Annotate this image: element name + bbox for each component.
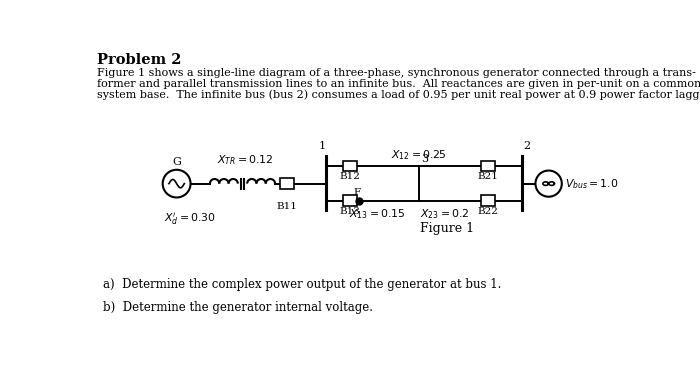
Text: $V_{bus}=1.0$: $V_{bus}=1.0$ (565, 177, 618, 191)
Bar (343, 195, 357, 206)
Text: B12: B12 (340, 172, 360, 181)
Text: system base.  The infinite bus (bus 2) consumes a load of 0.95 per unit real pow: system base. The infinite bus (bus 2) co… (97, 90, 700, 100)
Text: b)  Determine the generator internal voltage.: b) Determine the generator internal volt… (103, 301, 373, 314)
Text: B11: B11 (276, 202, 297, 211)
Text: $X_{12}=0.25$: $X_{12}=0.25$ (391, 148, 447, 162)
Text: $X_d'=0.30$: $X_d'=0.30$ (164, 211, 216, 227)
Text: $X_{13}=0.15$: $X_{13}=0.15$ (349, 207, 405, 220)
Bar (343, 161, 357, 171)
Text: G: G (172, 158, 181, 168)
Text: Figure 1: Figure 1 (420, 222, 474, 235)
Text: Problem 2: Problem 2 (97, 53, 181, 67)
Text: 3: 3 (421, 154, 428, 164)
Text: 1: 1 (318, 141, 326, 151)
Text: $X_{23}=0.2$: $X_{23}=0.2$ (419, 207, 468, 220)
Text: B13: B13 (340, 207, 360, 216)
Bar (481, 161, 495, 171)
Text: F: F (354, 189, 360, 197)
Text: B22: B22 (477, 207, 498, 216)
Text: 2: 2 (523, 141, 530, 151)
Bar (481, 195, 495, 206)
Text: Figure 1 shows a single-line diagram of a three-phase, synchronous generator con: Figure 1 shows a single-line diagram of … (97, 68, 696, 78)
Text: former and parallel transmission lines to an infinite bus.  All reactances are g: former and parallel transmission lines t… (97, 79, 700, 89)
Text: B21: B21 (477, 172, 498, 181)
Text: $X_{TR}=0.12$: $X_{TR}=0.12$ (217, 154, 274, 168)
Text: a)  Determine the complex power output of the generator at bus 1.: a) Determine the complex power output of… (103, 277, 501, 291)
Bar (280, 178, 294, 189)
